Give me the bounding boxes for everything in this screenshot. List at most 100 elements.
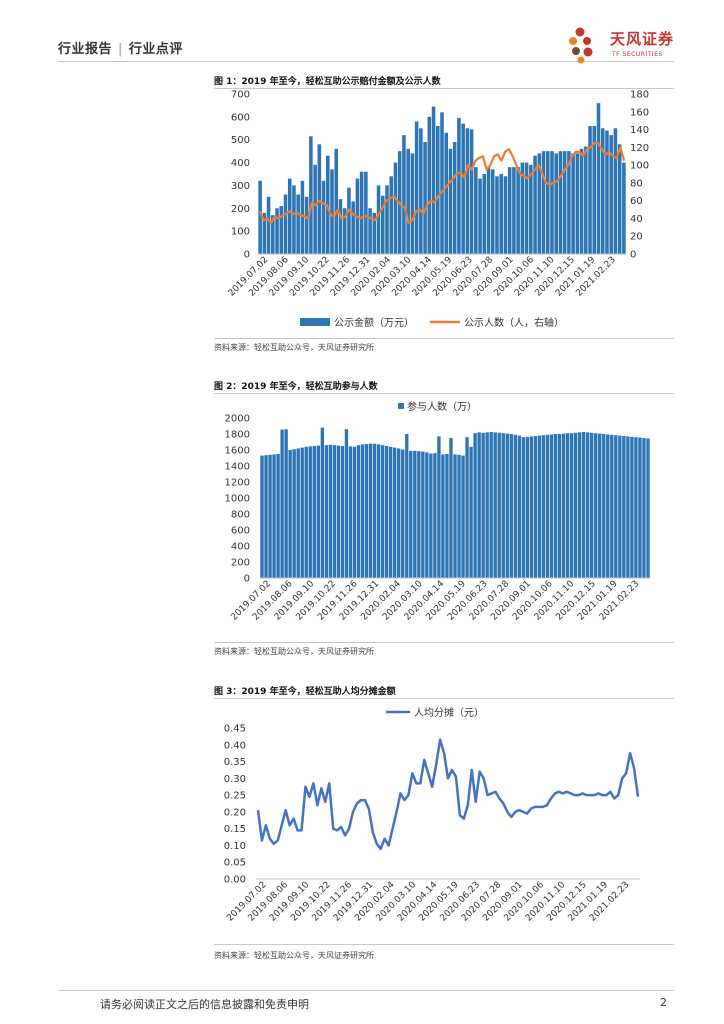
- bar: [486, 167, 491, 254]
- bar: [384, 446, 389, 578]
- bar: [347, 187, 351, 254]
- bar: [541, 151, 546, 254]
- bar: [465, 128, 470, 254]
- y-tick-label: 500: [231, 135, 250, 146]
- bar: [312, 446, 316, 578]
- bar: [622, 162, 626, 254]
- y-tick-label: 0.05: [224, 858, 246, 869]
- bar: [320, 427, 325, 578]
- bar: [541, 435, 546, 578]
- bar: [465, 437, 469, 578]
- report-subtype-label: 行业点评: [128, 42, 183, 57]
- bar: [584, 146, 588, 254]
- bar: [545, 434, 550, 578]
- brand-name-en: TF SECURITIES: [612, 51, 663, 58]
- figure-1-top-rule: [214, 88, 674, 89]
- y-tick-label: 400: [231, 542, 250, 553]
- bar: [517, 435, 522, 578]
- chart-3-per-capita: 0.00 0.05 0.10 0.15 0.20 0.25 0.30 0.35 0.40 0.45…: [224, 706, 640, 924]
- bar: [324, 445, 329, 578]
- y-tick-label: 600: [231, 112, 250, 123]
- bar: [490, 169, 495, 254]
- bar: [292, 449, 296, 578]
- bar: [313, 164, 317, 254]
- bar: [413, 450, 417, 578]
- y-tick-label: 0.35: [224, 757, 246, 768]
- bar: [332, 445, 337, 578]
- bar: [275, 208, 279, 254]
- bar: [406, 148, 410, 254]
- bar: [342, 208, 347, 254]
- bar: [308, 446, 312, 578]
- bar: [554, 153, 558, 254]
- bar: [437, 436, 441, 578]
- bar: [433, 453, 437, 578]
- bar: [610, 434, 614, 578]
- bar: [388, 446, 393, 578]
- bar: [266, 196, 271, 254]
- bar: [376, 444, 381, 578]
- bar: [614, 435, 618, 578]
- bar: [495, 176, 499, 254]
- bar: [348, 446, 353, 578]
- footer-divider: [58, 990, 674, 991]
- bar: [381, 195, 385, 254]
- bar: [421, 451, 425, 578]
- series-line-claimants: [258, 141, 626, 224]
- bar: [477, 432, 481, 578]
- bar: [602, 434, 606, 578]
- bar: [626, 436, 630, 578]
- bar: [507, 167, 512, 254]
- y2-tick-label: 60: [630, 196, 643, 207]
- chart-1-claims: 0 100 200 300 400 500 600 700 0 20 40 60 80 100 120 140…: [227, 90, 649, 330]
- bar: [585, 432, 590, 578]
- bar: [352, 446, 357, 578]
- bar: [512, 167, 516, 254]
- bar: [474, 167, 478, 254]
- bar: [427, 116, 432, 254]
- bar: [304, 196, 309, 254]
- bar: [351, 201, 355, 254]
- bar: [380, 445, 385, 578]
- bar: [296, 448, 300, 578]
- bar: [550, 151, 554, 254]
- bar: [402, 135, 406, 254]
- y-tick-label: 800: [231, 510, 250, 521]
- y2-tick-label: 120: [630, 143, 649, 154]
- bar: [571, 153, 575, 254]
- bar: [449, 438, 453, 578]
- bar: [435, 126, 440, 254]
- y-tick-label: 0: [244, 250, 250, 261]
- legend-label-claimants: 公示人数（人，右轴）: [464, 316, 564, 329]
- bar: [575, 153, 580, 254]
- bar: [445, 454, 449, 578]
- bar: [440, 112, 444, 255]
- bar: [565, 433, 570, 578]
- bar: [364, 444, 369, 578]
- figure-3-top-rule: [214, 698, 674, 699]
- bar: [405, 434, 409, 578]
- bar: [280, 429, 284, 578]
- bar: [553, 434, 558, 578]
- bar: [260, 455, 264, 578]
- figure-3-source: 资料来源：轻松互助公众号，天风证券研究所: [214, 951, 374, 960]
- legend-label-amount: 公示金额（万元）: [334, 316, 414, 329]
- figure-2-top-rule: [214, 393, 674, 394]
- bar: [389, 176, 394, 254]
- bar: [284, 429, 288, 578]
- bar: [594, 433, 598, 578]
- bar: [588, 126, 592, 254]
- y-tick-label: 0.10: [224, 841, 246, 852]
- bar: [419, 128, 423, 254]
- bar: [376, 185, 381, 254]
- bar: [503, 176, 508, 254]
- bar: [328, 444, 333, 578]
- y-tick-label: 600: [231, 526, 250, 537]
- y2-tick-label: 40: [630, 214, 643, 225]
- figure-3-bottom-rule: [214, 944, 674, 945]
- bar: [414, 121, 419, 254]
- figure-1-bottom-rule: [214, 338, 674, 339]
- footer-disclaimer: 请务必阅读正文之后的信息披露和免责申明: [100, 998, 309, 1011]
- bar: [283, 194, 288, 254]
- bar: [292, 185, 296, 254]
